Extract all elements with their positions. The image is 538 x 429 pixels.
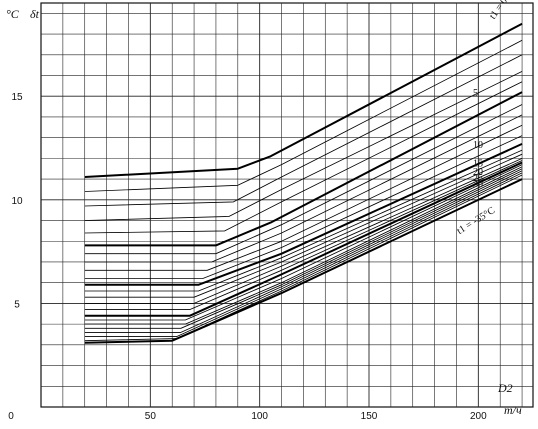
series-line bbox=[84, 135, 523, 279]
annotation-right-label: 10 bbox=[473, 140, 483, 151]
y-tick-label: 15 bbox=[11, 92, 23, 103]
series-line bbox=[84, 158, 523, 304]
series-line bbox=[84, 168, 523, 329]
series-line bbox=[84, 178, 523, 344]
annotation-right-label: 5 bbox=[473, 88, 478, 99]
series-line bbox=[84, 71, 523, 221]
series-line bbox=[84, 91, 523, 247]
x-axis-unit: m/ч bbox=[504, 403, 522, 417]
series-line bbox=[84, 153, 523, 298]
y-tick-label: 5 bbox=[14, 299, 20, 310]
chart-series bbox=[84, 22, 523, 344]
y-axis-unit: °C bbox=[6, 7, 20, 21]
x-tick-label: 200 bbox=[470, 411, 487, 422]
x-tick-label: 100 bbox=[251, 411, 268, 422]
series-line bbox=[84, 172, 523, 338]
annotation-bottom: t1 = -35°C bbox=[455, 205, 497, 237]
plot-frame bbox=[40, 2, 534, 408]
x-tick-label: 0 bbox=[8, 411, 14, 422]
axis-ticks: 0 50 100 150 200 5 10 15 bbox=[8, 92, 487, 422]
annotation-right-label: 15 bbox=[473, 159, 483, 170]
annotation-right-label: 25 bbox=[473, 173, 483, 184]
series-line bbox=[84, 149, 523, 292]
series-line bbox=[84, 164, 523, 321]
series-line bbox=[84, 81, 523, 234]
y-tick-label: 10 bbox=[11, 196, 23, 207]
x-tick-label: 50 bbox=[145, 411, 157, 422]
series-line bbox=[84, 104, 523, 255]
series-line bbox=[84, 22, 523, 178]
series-line bbox=[84, 114, 523, 263]
series-line bbox=[84, 166, 523, 325]
x-tick-label: 150 bbox=[361, 411, 378, 422]
x-axis-label: D2 bbox=[497, 381, 513, 395]
series-line bbox=[84, 160, 523, 311]
series-line bbox=[84, 161, 523, 317]
annotation-right-label: 20 bbox=[473, 167, 483, 178]
y-axis-label: δt bbox=[30, 7, 40, 21]
series-line bbox=[84, 124, 523, 271]
series-line bbox=[84, 170, 523, 333]
annotation-right-label: 30 bbox=[473, 179, 483, 190]
series-line bbox=[84, 54, 523, 207]
series-line bbox=[84, 174, 523, 342]
series-line bbox=[84, 39, 523, 192]
series-line bbox=[84, 142, 523, 286]
